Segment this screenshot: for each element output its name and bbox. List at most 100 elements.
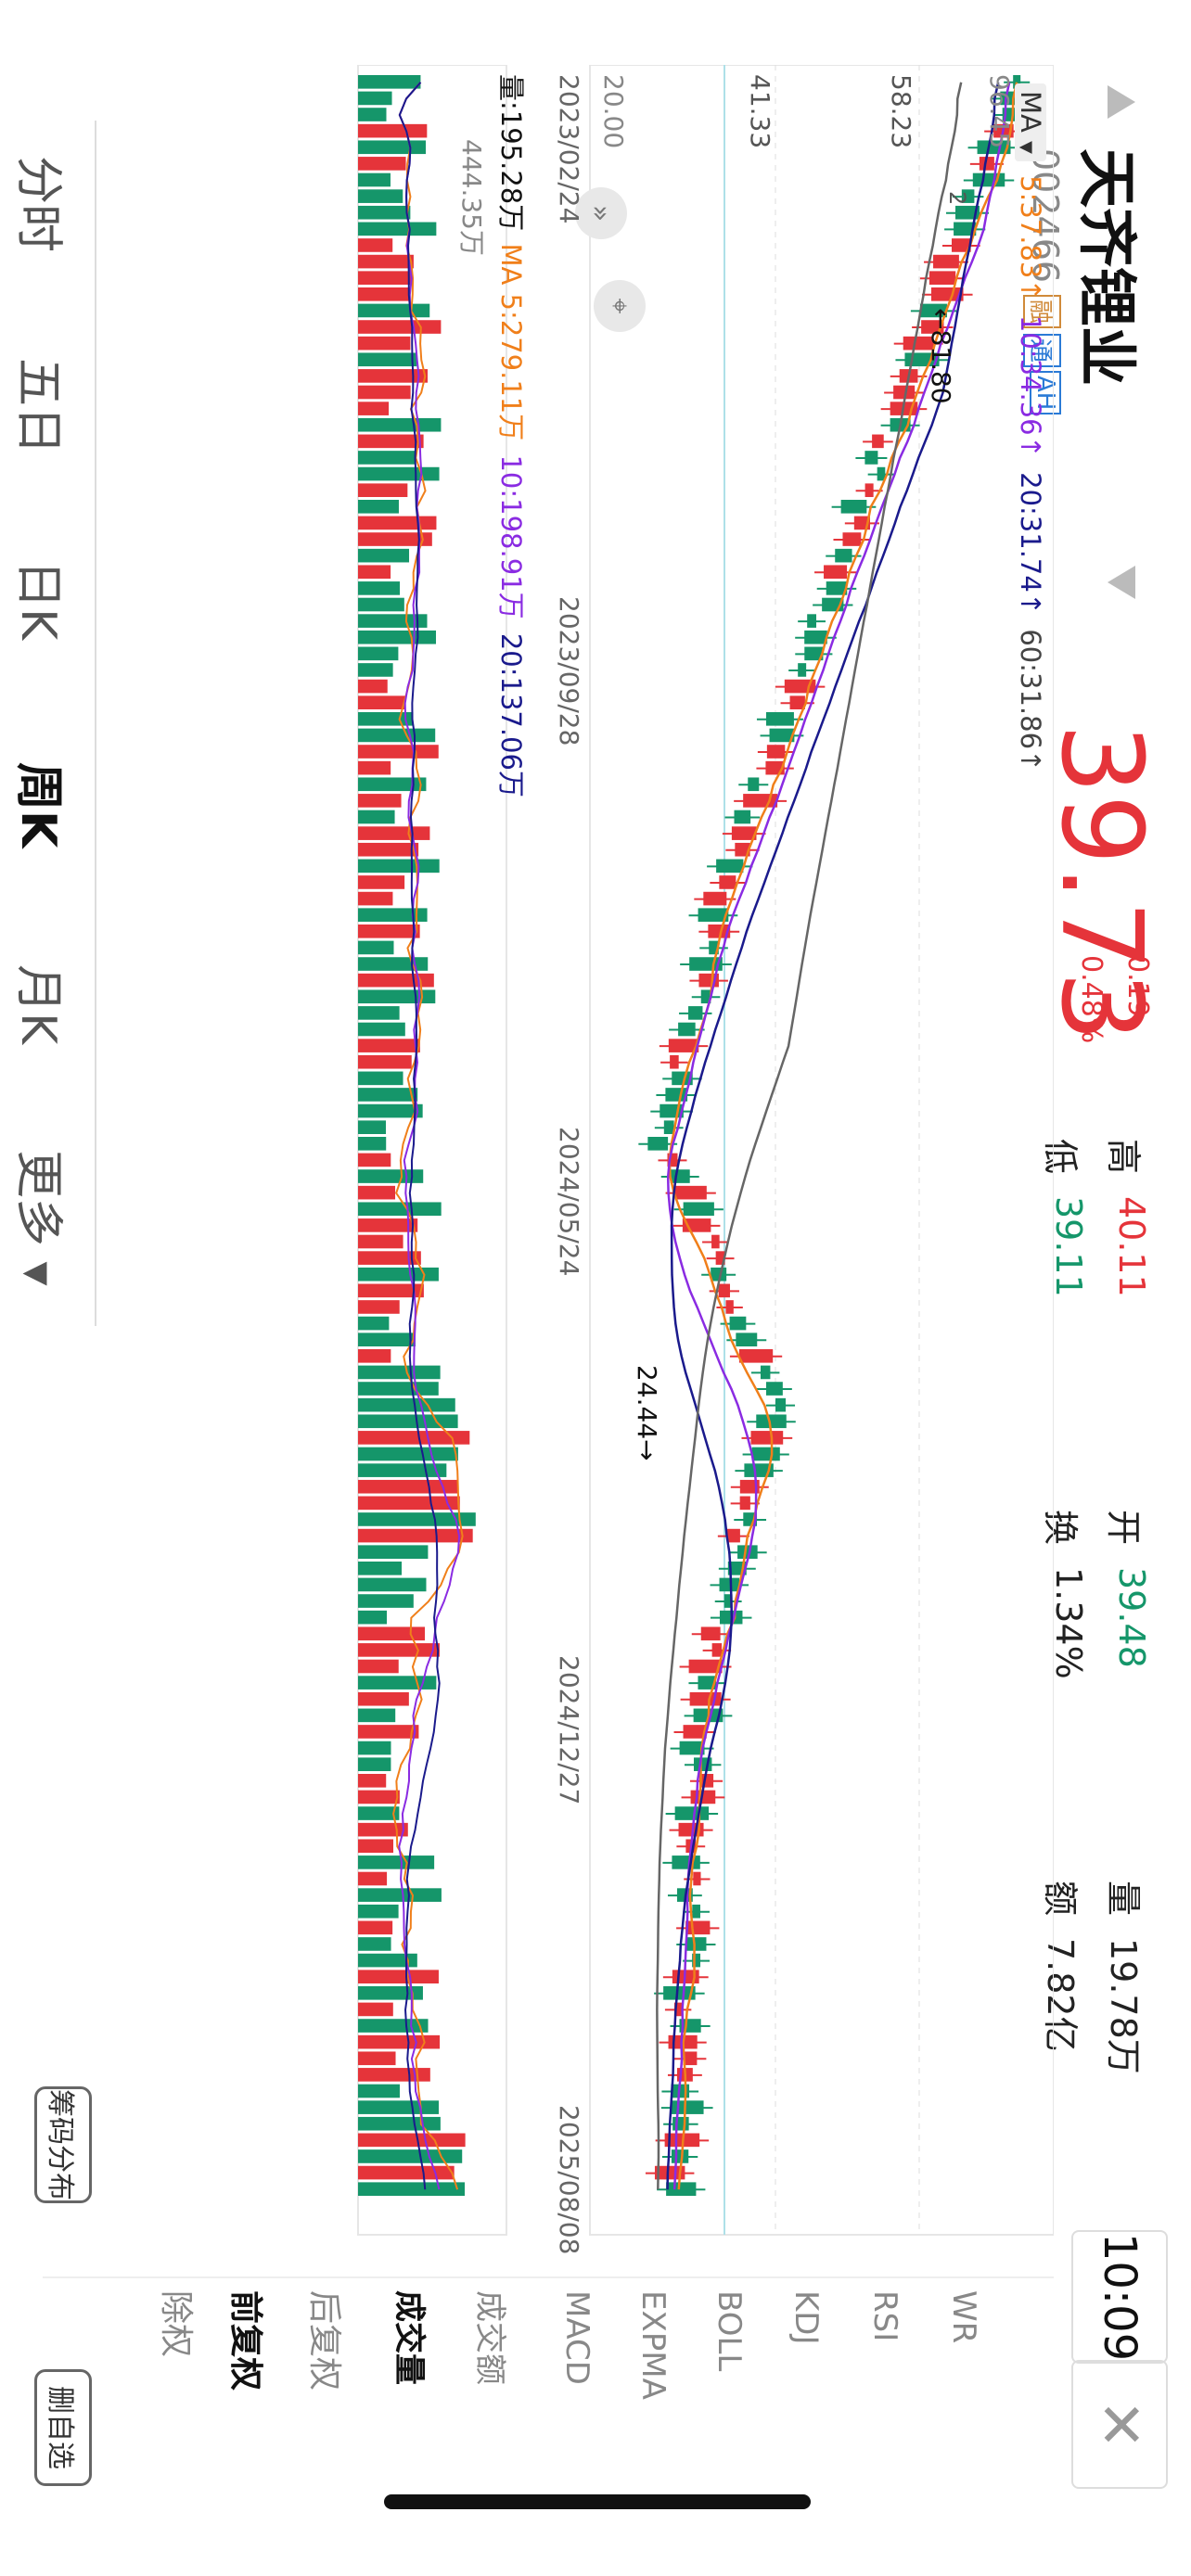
ma5-legend: 5:37.83↑ — [1015, 175, 1046, 301]
volume-bar — [358, 1741, 391, 1755]
volume-bar — [358, 385, 411, 400]
candle-body — [930, 287, 964, 301]
volume-bar — [358, 630, 437, 644]
volume-bar — [358, 1120, 387, 1135]
volume-bar — [358, 826, 430, 840]
candle-body — [711, 1234, 720, 1249]
indicator-macd[interactable]: MACD — [558, 2290, 596, 2385]
candle-body — [903, 336, 934, 351]
turnover-value: 1.34% — [1048, 1567, 1089, 1679]
date-tick: 2025/08/08 — [554, 2105, 584, 2255]
candle-body — [678, 1022, 696, 1037]
ma60-legend: 60:31.86↑ — [1015, 629, 1046, 772]
volume-bar — [358, 794, 402, 808]
vol-ma20-line — [398, 82, 441, 2190]
candle-body — [700, 989, 711, 1004]
ma20-line — [666, 82, 1000, 2190]
volume-bar — [358, 1088, 418, 1102]
time-box: 10:09 — [1071, 2230, 1168, 2364]
indicator-wr[interactable]: WR — [945, 2290, 982, 2344]
volume-bar — [358, 516, 437, 530]
tab-intraday[interactable]: 分时 — [10, 156, 66, 253]
volume-bar — [357, 1806, 400, 1820]
kline-panel[interactable]: MA ▼ 5:37.83↑ 10:34.36↑ 20:31.74↑ 60:31.… — [219, 64, 1055, 2255]
candle-body — [760, 1365, 771, 1380]
adjust-option-exright[interactable]: 除权 — [157, 2290, 195, 2358]
volume-bar — [357, 271, 412, 285]
volume-bar — [358, 1822, 408, 1837]
adjust-option-forward[interactable]: 前复权 — [226, 2290, 264, 2391]
candle-body — [674, 1806, 710, 1820]
tab-daily-k[interactable]: 日K — [10, 560, 66, 641]
crosshair-icon[interactable]: ⌖ — [594, 280, 646, 332]
volume-bar — [357, 402, 390, 415]
volume-bar — [358, 1839, 394, 1854]
candle-body — [928, 271, 956, 285]
candle-body — [798, 663, 807, 677]
candle-body — [826, 581, 848, 595]
volume-bar — [357, 532, 432, 546]
volume-bar — [358, 548, 410, 563]
ma20-legend: 20:31.74↑ — [1015, 472, 1046, 616]
kline-chart[interactable] — [219, 64, 1055, 2253]
volume-bar — [358, 614, 428, 628]
chip-distribution-button[interactable]: 筹码分布 — [34, 2086, 92, 2203]
candle-body — [750, 1431, 784, 1445]
price-change-pct: 0.48% — [1075, 955, 1108, 1044]
adjust-option-backward[interactable]: 后复权 — [305, 2290, 343, 2391]
price-tick: 58.23 — [886, 74, 916, 149]
volume-bar — [357, 1855, 435, 1869]
vol-ma10: 10:198.91万 — [495, 454, 527, 619]
volume-bar — [358, 320, 442, 334]
tab-five-day[interactable]: 五日 — [10, 358, 66, 455]
candle-body — [738, 1349, 774, 1363]
tab-weekly-k[interactable]: 周K — [10, 762, 66, 848]
indicator-expma[interactable]: EXPMA — [634, 2290, 672, 2400]
low-annotation: 24.44→ — [632, 1365, 662, 1461]
candle-body — [683, 1202, 714, 1217]
volume-bar — [358, 859, 440, 874]
candle-body — [893, 385, 916, 400]
candle-body — [670, 1169, 690, 1183]
close-icon[interactable]: ✕ — [1071, 2360, 1168, 2489]
candle-body — [769, 728, 795, 743]
candle-body — [736, 1333, 758, 1347]
open-value: 39.48 — [1111, 1567, 1152, 1668]
volume-bar — [357, 1300, 400, 1314]
volume-bar — [358, 123, 428, 138]
candle-body — [961, 189, 975, 203]
volume-bar — [358, 2182, 466, 2196]
candle-body — [864, 483, 874, 497]
volume-bar — [357, 303, 430, 318]
candle-body — [842, 532, 862, 546]
candle-body — [972, 172, 1005, 187]
indicator-volume[interactable]: 成交量 — [391, 2290, 428, 2385]
indicator-amount[interactable]: 成交额 — [471, 2290, 508, 2385]
volume-bar — [357, 646, 399, 661]
volume-bar — [358, 957, 429, 971]
candle-body — [708, 925, 731, 938]
volume-bar — [358, 157, 406, 171]
ma-selector[interactable]: MA ▼ — [1015, 83, 1046, 161]
tab-monthly-k[interactable]: 月K — [10, 964, 66, 1045]
nav-up-icon[interactable] — [1108, 85, 1135, 119]
vol-ma20: 20:137.06万 — [495, 632, 527, 797]
price-tick: 20.00 — [598, 74, 629, 149]
indicator-kdj[interactable]: KDJ — [788, 2290, 825, 2345]
tab-more[interactable]: 更多 ▾ — [10, 1150, 66, 1286]
ma10-legend: 10:34.36↑ — [1015, 314, 1046, 458]
delete-watchlist-button[interactable]: 删自选 — [34, 2369, 92, 2486]
candle-body — [711, 1643, 723, 1657]
high-annotation: ←81.80 — [926, 308, 956, 404]
indicator-rsi[interactable]: RSI — [866, 2290, 903, 2342]
volume-bar — [357, 973, 434, 988]
volume-bar — [358, 1545, 429, 1560]
candle-body — [804, 646, 824, 661]
candle-body — [864, 451, 878, 465]
nav-down-icon[interactable] — [1108, 566, 1135, 599]
candle-body — [877, 466, 886, 481]
candle-body — [919, 303, 947, 318]
indicator-boll[interactable]: BOLL — [711, 2290, 748, 2372]
volume-bar — [357, 1397, 455, 1412]
